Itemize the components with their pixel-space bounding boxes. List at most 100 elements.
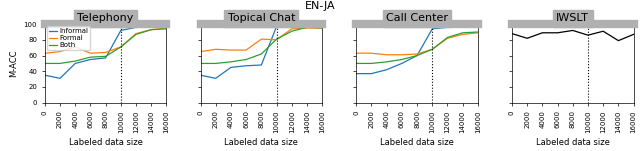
X-axis label: Labeled data size: Labeled data size <box>536 138 610 147</box>
Line: Both: Both <box>200 27 322 63</box>
Formal <box>318 27 326 29</box>
Formal <box>163 27 170 29</box>
Text: EN-JA: EN-JA <box>305 1 335 11</box>
Both <box>72 60 79 62</box>
Both <box>147 29 155 31</box>
Both <box>353 63 360 64</box>
Formal <box>86 52 94 54</box>
Formal <box>117 46 125 48</box>
Y-axis label: M-ACC: M-ACC <box>9 50 18 77</box>
Both <box>474 31 482 33</box>
Both <box>41 63 49 64</box>
Informal <box>41 74 49 76</box>
Formal <box>303 27 311 29</box>
Informal <box>257 64 265 66</box>
Both <box>428 48 436 50</box>
Both <box>288 30 296 32</box>
Informal <box>353 73 360 75</box>
Formal <box>227 49 235 51</box>
Both <box>303 26 311 28</box>
Formal <box>56 51 64 53</box>
Both <box>227 61 235 63</box>
Both <box>243 59 250 60</box>
Formal <box>273 39 280 41</box>
Both <box>383 61 390 63</box>
Line: Informal: Informal <box>200 26 322 78</box>
Line: Formal: Formal <box>45 28 166 53</box>
Informal <box>303 26 311 27</box>
Formal <box>398 54 406 56</box>
Both <box>163 28 170 30</box>
Both <box>102 55 109 57</box>
Title: Call Center: Call Center <box>386 13 448 23</box>
Both <box>318 27 326 29</box>
Both <box>56 63 64 64</box>
Formal <box>102 51 109 53</box>
Informal <box>227 66 235 68</box>
Informal <box>459 26 467 27</box>
X-axis label: Labeled data size: Labeled data size <box>225 138 298 147</box>
X-axis label: Labeled data size: Labeled data size <box>380 138 454 147</box>
Informal <box>196 74 204 76</box>
Line: Informal: Informal <box>356 27 478 74</box>
Both <box>273 38 280 40</box>
Both <box>367 63 375 64</box>
Informal <box>212 77 220 79</box>
Informal <box>288 25 296 27</box>
Title: Telephony: Telephony <box>77 13 134 23</box>
Both <box>86 56 94 58</box>
Informal <box>243 65 250 67</box>
Both <box>117 46 125 48</box>
Formal <box>444 37 451 39</box>
Line: Formal: Formal <box>200 28 322 52</box>
Informal <box>132 26 140 28</box>
Formal <box>196 51 204 53</box>
Informal <box>428 28 436 30</box>
Both <box>196 63 204 64</box>
Formal <box>428 48 436 50</box>
Formal <box>147 29 155 31</box>
Informal <box>474 26 482 27</box>
Informal <box>398 63 406 64</box>
Formal <box>212 48 220 50</box>
Both <box>459 32 467 34</box>
Informal <box>56 77 64 79</box>
Informal <box>72 63 79 64</box>
Both <box>398 59 406 60</box>
Informal <box>86 59 94 60</box>
Legend: Informal, Formal, Both: Informal, Formal, Both <box>47 26 90 50</box>
Informal <box>273 26 280 27</box>
Line: Both: Both <box>356 32 478 63</box>
Formal <box>72 46 79 48</box>
Line: Both: Both <box>45 29 166 63</box>
Both <box>212 63 220 64</box>
Formal <box>288 28 296 30</box>
Line: Formal: Formal <box>356 33 478 55</box>
Both <box>444 37 451 38</box>
Formal <box>132 33 140 34</box>
Formal <box>41 52 49 54</box>
Informal <box>163 26 170 27</box>
Formal <box>474 32 482 34</box>
Formal <box>459 34 467 35</box>
Informal <box>444 26 451 28</box>
Formal <box>243 49 250 51</box>
Informal <box>147 26 155 28</box>
Informal <box>117 30 125 31</box>
Formal <box>257 38 265 40</box>
Informal <box>102 57 109 59</box>
Both <box>132 34 140 35</box>
Formal <box>353 52 360 54</box>
Formal <box>367 52 375 54</box>
Formal <box>413 53 421 55</box>
Line: Informal: Informal <box>45 27 166 78</box>
Informal <box>383 69 390 71</box>
Informal <box>318 26 326 27</box>
Title: Topical Chat: Topical Chat <box>228 13 295 23</box>
Formal <box>383 54 390 56</box>
Informal <box>367 73 375 75</box>
Both <box>413 55 421 56</box>
Title: IWSLT: IWSLT <box>556 13 589 23</box>
X-axis label: Labeled data size: Labeled data size <box>68 138 143 147</box>
Both <box>257 53 265 55</box>
